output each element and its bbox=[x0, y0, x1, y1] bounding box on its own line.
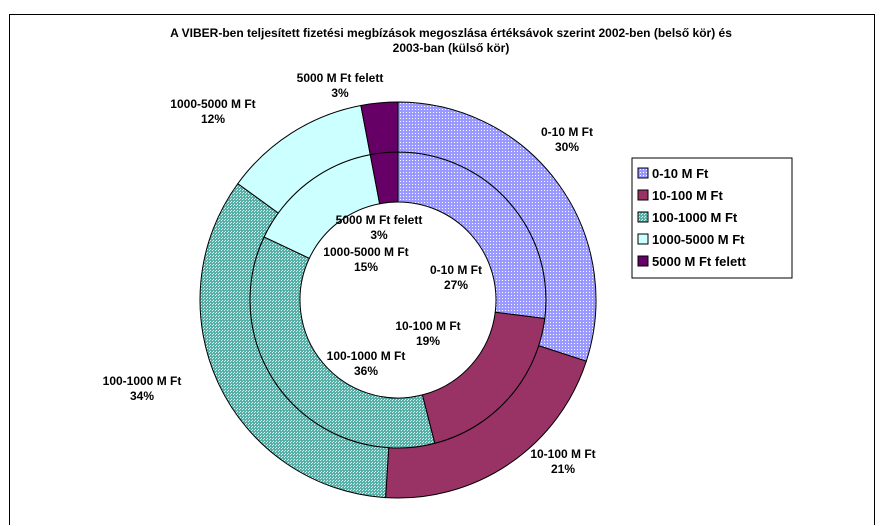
legend-swatch-100-1000-m-ft bbox=[637, 211, 649, 223]
legend-swatch-5000-m-ft-felett bbox=[637, 255, 649, 267]
legend-swatch-1000-5000-m-ft bbox=[637, 233, 649, 245]
outer-label-1000-5000-m-ft-name: 1000-5000 M Ft bbox=[170, 97, 255, 111]
rings bbox=[199, 101, 597, 499]
legend-label-1000-5000-m-ft: 1000-5000 M Ft bbox=[652, 232, 745, 247]
legend-swatch-0-10-m-ft bbox=[637, 167, 649, 179]
outer-slice-5000-m-ft-felett bbox=[360, 101, 399, 156]
outer-label-5000-m-ft-felett-value: 3% bbox=[331, 86, 349, 100]
outer-label-1000-5000-m-ft-value: 12% bbox=[201, 112, 225, 126]
outer-label-0-10-m-ft-value: 30% bbox=[555, 140, 579, 154]
legend-label-0-10-m-ft: 0-10 M Ft bbox=[652, 166, 709, 181]
inner-label-1000-5000-m-ft-value: 15% bbox=[354, 260, 378, 274]
inner-label-10-100-m-ft-name: 10-100 M Ft bbox=[395, 319, 460, 333]
inner-label-0-10-m-ft-name: 0-10 M Ft bbox=[430, 263, 482, 277]
legend-label-100-1000-m-ft: 100-1000 M Ft bbox=[652, 210, 738, 225]
inner-label-1000-5000-m-ft-name: 1000-5000 M Ft bbox=[323, 245, 408, 259]
inner-label-0-10-m-ft-value: 27% bbox=[444, 278, 468, 292]
inner-label-100-1000-m-ft-value: 36% bbox=[354, 364, 378, 378]
outer-label-10-100-m-ft-value: 21% bbox=[551, 462, 575, 476]
legend-label-10-100-m-ft: 10-100 M Ft bbox=[652, 188, 723, 203]
inner-label-10-100-m-ft-value: 19% bbox=[416, 334, 440, 348]
legend-label-5000-m-ft-felett: 5000 M Ft felett bbox=[652, 254, 747, 269]
outer-label-5000-m-ft-felett-name: 5000 M Ft felett bbox=[297, 71, 384, 85]
legend-box bbox=[631, 157, 793, 279]
outer-label-100-1000-m-ft-value: 34% bbox=[130, 389, 154, 403]
legend-swatch-10-100-m-ft bbox=[637, 189, 649, 201]
outer-label-10-100-m-ft-name: 10-100 M Ft bbox=[530, 447, 595, 461]
chart-title: A VIBER-ben teljesített fizetési megbízá… bbox=[170, 26, 732, 55]
outer-label-100-1000-m-ft-name: 100-1000 M Ft bbox=[103, 374, 182, 388]
outer-label-0-10-m-ft-name: 0-10 M Ft bbox=[541, 125, 593, 139]
outer-slice-100-1000-m-ft bbox=[199, 182, 390, 499]
inner-label-5000-m-ft-felett-value: 3% bbox=[370, 228, 388, 242]
chart-title-line-2: 2003-ban (külső kör) bbox=[393, 41, 510, 55]
legend: 0-10 M Ft 10-100 M Ft 100-1000 M Ft 1000-50… bbox=[631, 157, 793, 279]
inner-label-100-1000-m-ft-name: 100-1000 M Ft bbox=[327, 349, 406, 363]
inner-label-5000-m-ft-felett-name: 5000 M Ft felett bbox=[336, 213, 423, 227]
chart-title-line-1: A VIBER-ben teljesített fizetési megbízá… bbox=[170, 26, 732, 40]
